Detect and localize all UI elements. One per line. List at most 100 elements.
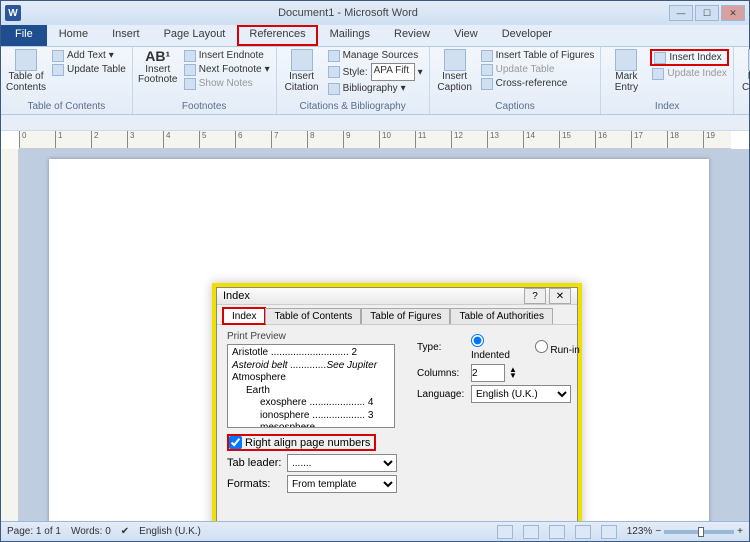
- formats-label: Formats:: [227, 478, 283, 490]
- insert-tof-button[interactable]: Insert Table of Figures: [479, 49, 597, 62]
- citation-icon: [291, 49, 313, 71]
- insert-endnote-button[interactable]: Insert Endnote: [182, 49, 272, 62]
- dialog-tab-tof[interactable]: Table of Figures: [361, 308, 450, 324]
- tab-mailings[interactable]: Mailings: [318, 25, 382, 46]
- caption-icon: [444, 49, 466, 71]
- dialog-titlebar: Index ? ✕: [217, 288, 577, 305]
- cross-reference-button[interactable]: Cross-reference: [479, 77, 597, 90]
- insert-caption-button[interactable]: Insert Caption: [434, 49, 476, 93]
- type-label: Type:: [417, 342, 467, 353]
- maximize-button[interactable]: ☐: [695, 5, 719, 21]
- tab-page-layout[interactable]: Page Layout: [152, 25, 238, 46]
- group-label: Captions: [434, 100, 597, 112]
- zoom-slider[interactable]: [664, 530, 734, 534]
- dialog-right-column: Type: Indented Run-in Columns: ▲▼ Langua…: [417, 331, 585, 406]
- update-index-button[interactable]: Update Index: [650, 67, 729, 80]
- update-toc-button[interactable]: Update Table: [50, 63, 128, 76]
- columns-input[interactable]: [471, 364, 505, 382]
- view-web-layout[interactable]: [549, 525, 565, 539]
- tab-developer[interactable]: Developer: [490, 25, 564, 46]
- tab-references[interactable]: References: [237, 25, 317, 46]
- status-proof-icon[interactable]: ✔: [121, 526, 129, 537]
- index-dialog-highlight: Index ? ✕ Index Table of Contents Table …: [212, 283, 582, 521]
- group-toc: Table of Contents Add Text ▾ Update Tabl…: [1, 47, 133, 114]
- mark-entry-icon: [615, 49, 637, 71]
- view-outline[interactable]: [575, 525, 591, 539]
- ribbon: Table of Contents Add Text ▾ Update Tabl…: [1, 47, 749, 115]
- view-full-screen[interactable]: [523, 525, 539, 539]
- vertical-ruler[interactable]: [1, 149, 19, 521]
- toc-button[interactable]: Table of Contents: [5, 49, 47, 93]
- language-select[interactable]: English (U.K.): [471, 385, 571, 403]
- formats-select[interactable]: From template: [287, 475, 397, 493]
- zoom-out-button[interactable]: −: [655, 526, 661, 537]
- next-footnote-button[interactable]: Next Footnote ▾: [182, 63, 272, 76]
- view-draft[interactable]: [601, 525, 617, 539]
- status-words[interactable]: Words: 0: [71, 526, 111, 537]
- dialog-title: Index: [223, 290, 521, 302]
- window-title: Document1 - Microsoft Word: [27, 7, 669, 19]
- tab-review[interactable]: Review: [382, 25, 442, 46]
- update-captions-button[interactable]: Update Table: [479, 63, 597, 76]
- style-icon: [328, 66, 340, 78]
- dialog-help-button[interactable]: ?: [524, 288, 546, 304]
- type-indented-radio[interactable]: Indented: [471, 334, 521, 361]
- tab-file[interactable]: File: [1, 25, 47, 46]
- tab-insert[interactable]: Insert: [100, 25, 152, 46]
- add-text-icon: [52, 50, 64, 62]
- insert-footnote-button[interactable]: AB¹Insert Footnote: [137, 49, 179, 86]
- group-footnotes: AB¹Insert Footnote Insert Endnote Next F…: [133, 47, 277, 114]
- group-label: Index: [605, 100, 729, 112]
- add-text-button[interactable]: Add Text ▾: [50, 49, 128, 62]
- tab-leader-select[interactable]: .......: [287, 454, 397, 472]
- status-page[interactable]: Page: 1 of 1: [7, 526, 61, 537]
- group-label: Citations & Bibliography: [281, 100, 425, 112]
- close-button[interactable]: ✕: [721, 5, 745, 21]
- style-dropdown[interactable]: Style: APA Fift▾: [326, 63, 425, 81]
- tab-home[interactable]: Home: [47, 25, 100, 46]
- group-toa: Mark Citation Insert Table of Authoritie…: [734, 47, 750, 114]
- bibliography-button[interactable]: Bibliography ▾: [326, 82, 425, 95]
- preview-line: mesosphere: [232, 422, 390, 428]
- footnote-icon: AB¹: [145, 49, 170, 64]
- zoom-in-button[interactable]: +: [737, 526, 743, 537]
- horizontal-ruler[interactable]: 012345678910111213141516171819: [19, 131, 731, 149]
- tab-leader-label: Tab leader:: [227, 457, 283, 469]
- dialog-tab-toc[interactable]: Table of Contents: [265, 308, 361, 324]
- preview-line: ionosphere ................... 3: [232, 410, 390, 423]
- group-citations: Insert Citation Manage Sources Style: AP…: [277, 47, 430, 114]
- zoom-control: 123% − +: [627, 526, 743, 537]
- language-label: Language:: [417, 389, 467, 400]
- document-area: Index ? ✕ Index Table of Contents Table …: [1, 149, 749, 521]
- update-icon: [481, 64, 493, 76]
- zoom-level[interactable]: 123%: [627, 526, 653, 537]
- toc-icon: [15, 49, 37, 71]
- show-notes-button[interactable]: Show Notes: [182, 77, 272, 90]
- group-index: Mark Entry Insert Index Update Index Ind…: [601, 47, 734, 114]
- manage-sources-button[interactable]: Manage Sources: [326, 49, 425, 62]
- mark-entry-button[interactable]: Mark Entry: [605, 49, 647, 93]
- mark-citation-button[interactable]: Mark Citation: [738, 49, 750, 93]
- ruler-space: [1, 115, 749, 131]
- insert-index-icon: [654, 52, 666, 64]
- insert-index-button[interactable]: Insert Index: [650, 49, 729, 66]
- dialog-tab-toa[interactable]: Table of Authorities: [450, 308, 553, 324]
- type-runin-radio[interactable]: Run-in: [535, 340, 585, 356]
- dialog-body: Print Preview Aristotle ................…: [217, 325, 577, 521]
- view-print-layout[interactable]: [497, 525, 513, 539]
- preview-line: exosphere .................... 4: [232, 397, 390, 410]
- manage-sources-icon: [328, 50, 340, 62]
- dialog-tabs: Index Table of Contents Table of Figures…: [217, 305, 577, 325]
- dialog-tab-index[interactable]: Index: [223, 308, 265, 324]
- dialog-close-button[interactable]: ✕: [549, 288, 571, 304]
- titlebar: W Document1 - Microsoft Word — ☐ ✕: [1, 1, 749, 25]
- insert-citation-button[interactable]: Insert Citation: [281, 49, 323, 93]
- group-captions: Insert Caption Insert Table of Figures U…: [430, 47, 602, 114]
- minimize-button[interactable]: —: [669, 5, 693, 21]
- word-icon: W: [5, 5, 21, 21]
- group-label: Table of Authorities: [738, 100, 750, 112]
- tab-view[interactable]: View: [442, 25, 490, 46]
- endnote-icon: [184, 50, 196, 62]
- status-language[interactable]: English (U.K.): [139, 526, 201, 537]
- right-align-checkbox[interactable]: Right align page numbers: [227, 434, 376, 451]
